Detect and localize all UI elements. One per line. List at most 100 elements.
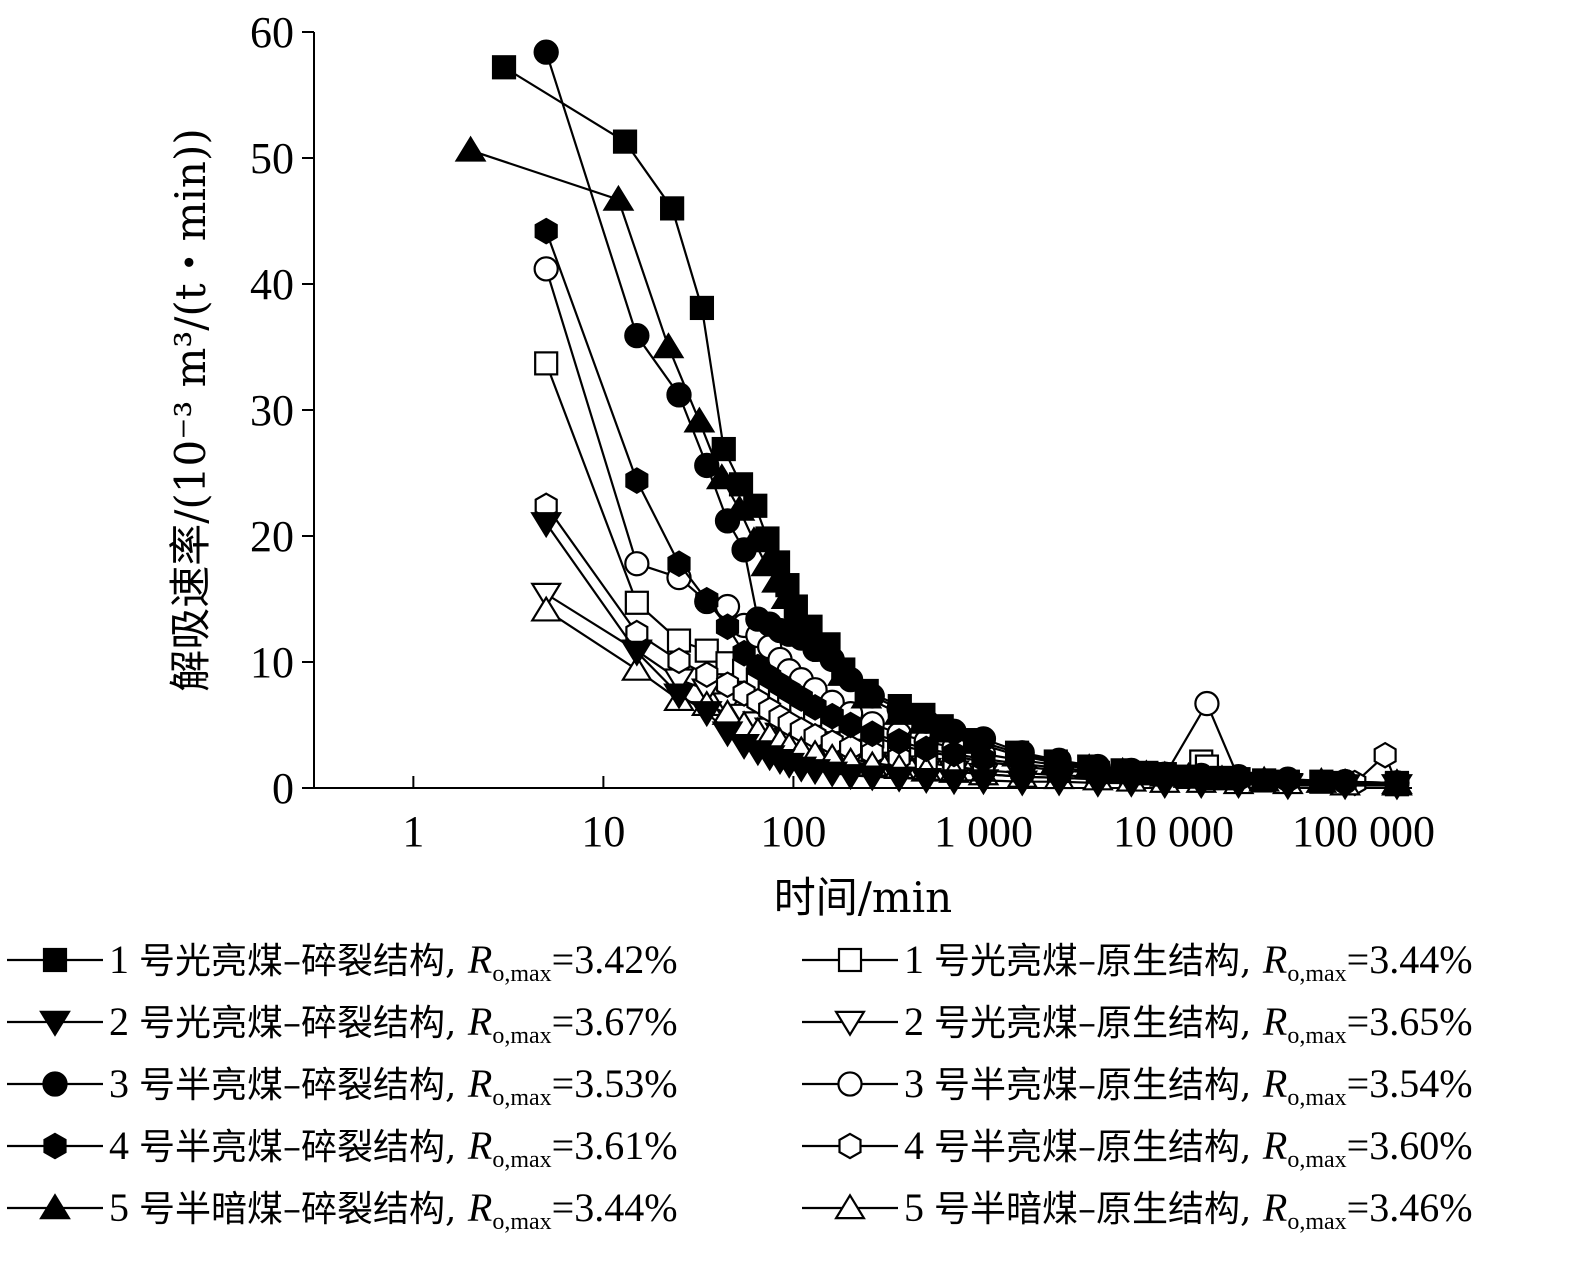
data-point [624,551,650,577]
x-axis-title: 时间/min [774,873,952,922]
data-point [534,217,558,245]
data-point [530,512,563,539]
data-point [907,707,940,734]
y-axis-title: 解吸速率/(10⁻³ m³/(t・min)) [166,128,215,692]
data-point [667,647,691,675]
legend-index: 3 [109,1060,139,1106]
x-tick-label: 100 [760,807,826,856]
legend-marker [42,947,68,973]
legend-ro-value: =3.61% [551,1122,678,1168]
legend-ro-value: =3.65% [1346,998,1473,1044]
legend-ro-symbol: R [1262,998,1288,1044]
legend-index: 4 [109,1122,139,1168]
legend-label: 3 号半亮煤–原生结构, Ro,max=3.54% [904,1056,1473,1112]
legend-coal-type: 号半暗煤–原生结构, [934,1188,1263,1230]
legend-marker [837,947,863,973]
data-point [667,550,691,578]
data-point [695,661,719,688]
data-point [803,694,827,721]
data-point [1206,764,1238,791]
data-point [694,638,719,663]
data-point [1130,759,1163,786]
data-point [860,720,884,748]
legend-label: 1 号光亮煤–碎裂结构, Ro,max=3.42% [109,932,678,988]
legend-ro-subscript: o,max [1287,1023,1347,1050]
legend-ro-value: =3.60% [1346,1122,1473,1168]
legend-index: 3 [904,1060,934,1106]
series-5 [454,135,1413,795]
legend-index: 2 [109,998,139,1044]
data-point [530,595,563,622]
data-point [625,467,649,494]
legend-label: 3 号半亮煤–碎裂结构, Ro,max=3.53% [109,1056,678,1112]
legend-marker [39,1193,71,1220]
series-1 [491,55,1410,796]
data-point [1194,690,1220,717]
legend-swatch [7,1132,103,1160]
data-point [705,463,738,490]
legend-item: 4 号半亮煤–碎裂结构, Ro,max=3.61% [5,1116,678,1176]
legend-label: 5 号半暗煤–碎裂结构, Ro,max=3.44% [109,1180,678,1236]
data-point [812,635,844,662]
legend-ro-symbol: R [467,1122,493,1168]
data-point [624,323,650,349]
legend-item: 5 号半暗煤–原生结构, Ro,max=3.46% [800,1178,1473,1238]
data-point [1106,756,1139,783]
legend-ro-subscript: o,max [492,1209,552,1236]
data-point [770,582,803,609]
legend-swatch [802,947,898,973]
legend-label: 5 号半暗煤–原生结构, Ro,max=3.46% [904,1180,1473,1236]
data-point [1039,748,1072,775]
legend-ro-value: =3.67% [551,998,678,1044]
data-point [666,382,692,408]
legend-coal-type: 号半亮煤–碎裂结构, [139,1126,468,1168]
data-point [1248,765,1281,792]
legend-ro-symbol: R [467,1184,493,1230]
legend-ro-symbol: R [1262,1060,1288,1106]
legend-marker [834,1193,866,1220]
legend-ro-subscript: o,max [492,1023,552,1050]
legend-coal-type: 号半亮煤–原生结构, [934,1064,1263,1106]
legend-swatch [7,1010,103,1037]
data-point [612,129,638,154]
legend-marker [43,1132,67,1160]
data-point [723,494,756,521]
legend-marker [834,1010,866,1037]
data-point [533,256,559,282]
data-point [914,735,938,763]
x-tick-label: 1 [402,807,424,856]
data-point [1073,753,1106,780]
data-point [910,767,943,794]
legend-swatch [7,947,103,973]
data-point [1305,766,1338,793]
y-tick-label: 50 [250,134,294,183]
data-point [620,640,653,667]
data-point [793,617,826,643]
data-point [942,740,966,768]
legend-coal-type: 号光亮煤–碎裂结构, [139,940,468,982]
y-tick-label: 40 [250,260,294,309]
data-point [652,332,685,359]
data-point [711,721,744,748]
data-point [694,452,720,479]
data-point [690,701,723,728]
legend-index: 1 [109,936,139,982]
legend-coal-type: 号半亮煤–碎裂结构, [139,1064,468,1106]
legend-index: 1 [904,936,934,982]
legend-label: 2 号光亮煤–碎裂结构, Ro,max=3.67% [109,994,678,1050]
data-point [695,586,719,614]
legend-ro-subscript: o,max [492,1085,552,1112]
data-point [602,184,635,211]
data-point [454,135,487,162]
data-point [663,683,695,710]
legend-swatch [802,1132,898,1160]
legend-ro-subscript: o,max [1287,1209,1347,1236]
data-point [850,682,883,709]
x-tick-label: 1 000 [934,807,1033,856]
data-point [624,590,649,615]
legend-ro-value: =3.46% [1346,1184,1473,1230]
legend-label: 1 号光亮煤–原生结构, Ro,max=3.44% [904,932,1473,988]
legend-index: 5 [109,1184,139,1230]
data-point [711,436,736,462]
legend: 1 号光亮煤–碎裂结构, Ro,max=3.42% 2 号光亮煤–碎裂结构, Ro… [0,930,1575,1260]
